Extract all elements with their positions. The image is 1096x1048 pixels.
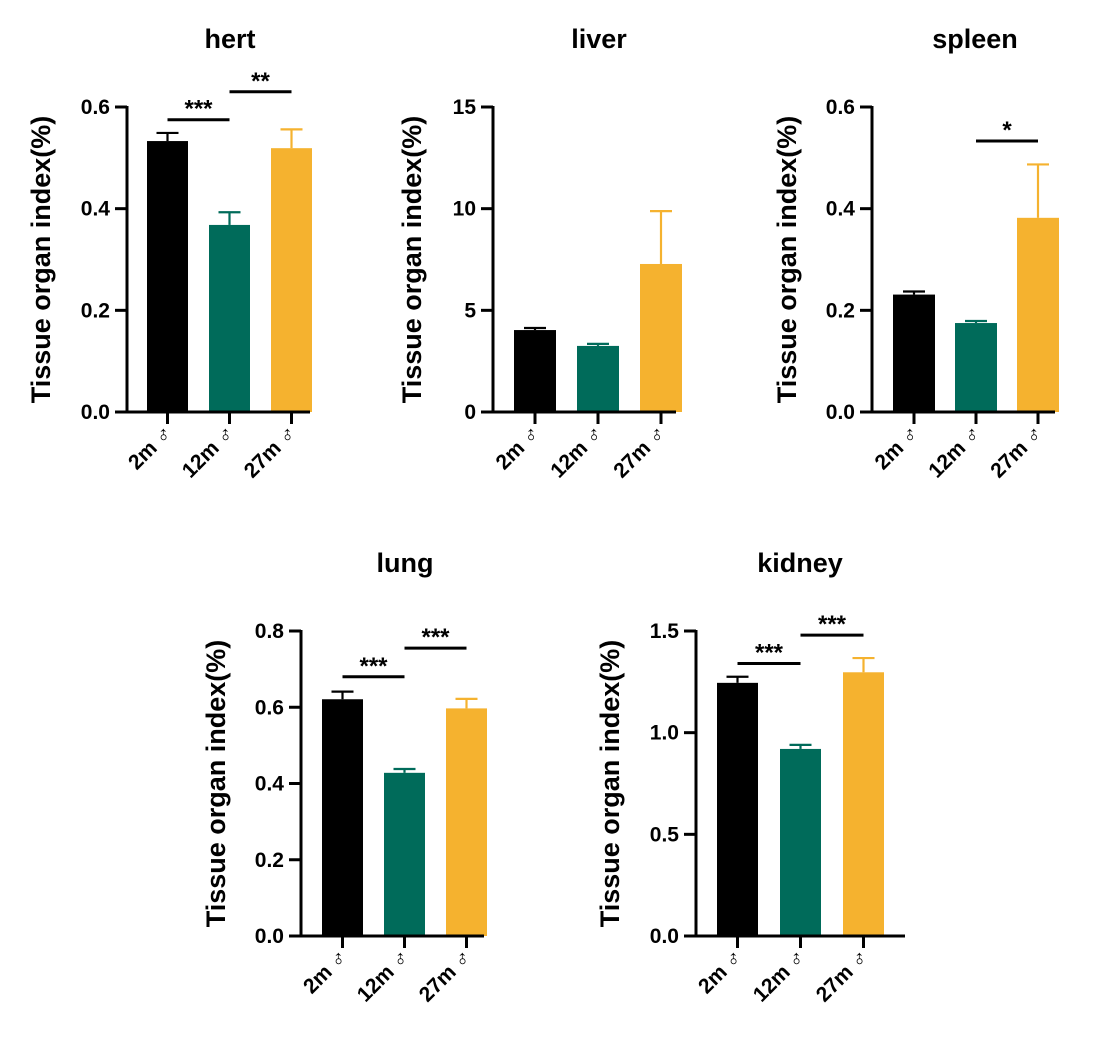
y-tick-label: 0.4 (255, 773, 285, 796)
chart-kidney: kidney Tissue organ index(%) 0.0 0.5 1.0 1.5 2… (595, 548, 905, 1007)
x-tick-label: 12m ♂ (749, 945, 810, 1006)
significance-label: ** (251, 68, 270, 95)
y-tick-label: 0.0 (650, 925, 679, 948)
x-tick-label: 12m ♂ (178, 421, 239, 482)
bar-2 (384, 772, 425, 936)
y-tick-label: 10 (453, 198, 476, 221)
x-tick-label: 2m ♂ (492, 421, 545, 474)
bar-1 (147, 141, 188, 412)
bar-1 (322, 699, 363, 936)
y-axis-label: Tissue organ index(%) (397, 116, 427, 404)
x-tick-label: 27m ♂ (415, 945, 476, 1006)
bar-1 (514, 330, 556, 412)
x-tick-label: 27m ♂ (812, 945, 873, 1006)
chart-title: kidney (757, 548, 843, 578)
y-tick-label: 1.0 (650, 722, 679, 745)
bar-2 (209, 224, 250, 412)
y-tick-label: 1.5 (650, 620, 680, 643)
significance-label: *** (184, 96, 213, 123)
chart-title: spleen (932, 24, 1018, 54)
x-tick-label: 2m ♂ (124, 421, 177, 474)
chart-hert: hert Tissue organ index(%) 0.0 0.2 0.4 0.6 2m … (26, 24, 312, 483)
y-tick-label: 0.0 (826, 401, 855, 424)
bar-1 (893, 294, 935, 412)
y-tick-label: 0.0 (255, 925, 284, 948)
y-tick-label: 0.6 (81, 96, 110, 119)
bar-3 (271, 148, 312, 413)
significance-label: *** (818, 611, 847, 638)
x-tick-label: 12m ♂ (546, 421, 607, 482)
y-axis-label: Tissue organ index(%) (772, 116, 802, 404)
significance-label: * (1002, 117, 1012, 144)
y-tick-label: 0.2 (255, 849, 284, 872)
y-tick-label: 0.6 (255, 696, 284, 719)
bar-2 (577, 345, 619, 412)
x-tick-label: 27m ♂ (609, 421, 670, 482)
y-axis-label: Tissue organ index(%) (201, 640, 231, 928)
y-tick-label: 0.2 (81, 299, 110, 322)
bar-3 (1017, 217, 1059, 412)
y-tick-label: 0.6 (826, 96, 855, 119)
y-axis-label: Tissue organ index(%) (26, 116, 56, 404)
x-tick-label: 2m ♂ (871, 421, 924, 474)
chart-liver: liver Tissue organ index(%) 0 5 10 15 2m ♂ 12m … (397, 24, 682, 483)
y-tick-label: 15 (453, 96, 477, 119)
x-tick-label: 12m ♂ (353, 945, 414, 1006)
significance-label: *** (359, 653, 388, 680)
bar-1 (717, 682, 758, 936)
chart-title: lung (377, 548, 434, 578)
chart-spleen: spleen Tissue organ index(%) 0.0 0.2 0.4 0.6 2… (772, 24, 1059, 483)
y-axis-label: Tissue organ index(%) (595, 640, 625, 928)
y-tick-label: 0.4 (81, 198, 111, 221)
chart-lung: lung Tissue organ index(%) 0.0 0.2 0.4 0.6 0.8… (201, 548, 487, 1007)
x-tick-label: 12m ♂ (924, 421, 985, 482)
y-tick-label: 0.8 (255, 620, 285, 643)
y-tick-label: 0 (464, 401, 476, 424)
x-tick-label: 2m ♂ (694, 945, 747, 998)
bar-3 (446, 708, 487, 936)
bar-2 (955, 323, 997, 412)
y-tick-label: 5 (464, 299, 476, 322)
y-tick-label: 0.4 (826, 198, 856, 221)
bar-2 (780, 748, 821, 936)
chart-title: liver (571, 24, 627, 54)
y-tick-label: 0.2 (826, 299, 855, 322)
y-tick-label: 0.5 (650, 823, 680, 846)
y-tick-label: 0.0 (81, 401, 110, 424)
x-tick-label: 27m ♂ (986, 421, 1047, 482)
significance-label: *** (421, 624, 450, 651)
x-tick-label: 27m ♂ (240, 421, 301, 482)
chart-title: hert (204, 24, 255, 54)
x-tick-label: 2m ♂ (299, 945, 352, 998)
bar-3 (843, 672, 884, 936)
bar-3 (640, 263, 682, 412)
significance-label: *** (755, 640, 784, 667)
